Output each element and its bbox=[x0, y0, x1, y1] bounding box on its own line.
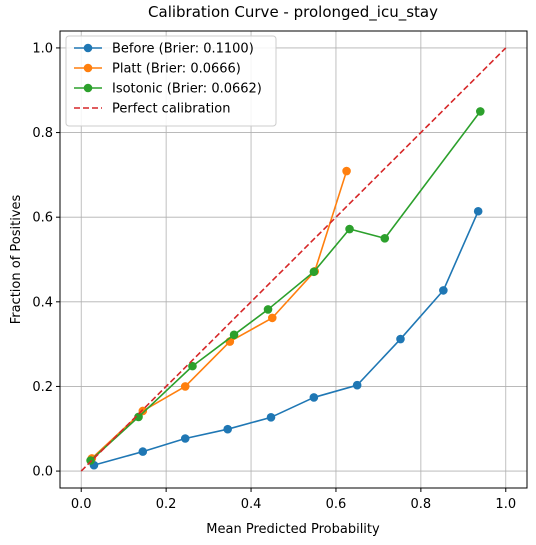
data-point-before bbox=[223, 424, 232, 434]
series-line-isotonic bbox=[90, 110, 481, 462]
y-tick-label: 1.0 bbox=[32, 41, 53, 56]
data-point-isotonic bbox=[188, 361, 197, 371]
y-axis-label: Fraction of Positives bbox=[9, 194, 24, 324]
data-point-isotonic bbox=[229, 330, 239, 340]
data-point-isotonic bbox=[134, 412, 143, 422]
data-point-before bbox=[138, 447, 148, 456]
data-point-before bbox=[473, 206, 483, 216]
data-point-before bbox=[439, 286, 448, 295]
x-tick-label: 0.0 bbox=[71, 497, 92, 512]
legend-box bbox=[65, 35, 277, 127]
tick-layer: 0.0 0.2 0.4 0.6 0.8 1.0 0.0 0.2 0.4 0.6 0.8 1.0 bbox=[32, 41, 516, 512]
x-tick-label: 1.0 bbox=[495, 497, 516, 512]
data-point-platt bbox=[267, 313, 277, 323]
data-point-isotonic bbox=[345, 224, 354, 234]
chart-title: Calibration Curve - prolonged_icu_stay bbox=[148, 3, 438, 22]
x-tick-label: 0.8 bbox=[411, 497, 432, 512]
legend-label-platt: Platt (Brier: 0.0666) bbox=[112, 62, 241, 77]
legend-marker-isotonic bbox=[83, 83, 93, 93]
data-point-before bbox=[396, 334, 405, 344]
plot-area bbox=[59, 30, 528, 489]
data-point-platt bbox=[180, 382, 190, 391]
series-layer bbox=[80, 47, 507, 472]
data-point-isotonic bbox=[263, 305, 273, 314]
y-tick-label: 0.6 bbox=[32, 211, 53, 226]
legend-label-perfect: Perfect calibration bbox=[112, 102, 230, 117]
legend-marker-platt bbox=[83, 63, 93, 73]
legend-label-before: Before (Brier: 0.1100) bbox=[112, 42, 254, 57]
x-tick-label: 0.2 bbox=[156, 497, 177, 512]
legend: Before (Brier: 0.1100) Platt (Brier: 0.06… bbox=[65, 35, 277, 127]
data-point-isotonic bbox=[86, 456, 95, 465]
data-point-isotonic bbox=[309, 267, 319, 277]
x-axis-label: Mean Predicted Probability bbox=[206, 522, 380, 537]
x-tick-label: 0.6 bbox=[326, 497, 347, 512]
series-line-before bbox=[93, 210, 479, 466]
legend-marker-before bbox=[83, 43, 93, 53]
data-point-platt bbox=[342, 166, 351, 176]
y-tick-label: 0.0 bbox=[32, 465, 53, 480]
y-tick-label: 0.8 bbox=[32, 126, 53, 141]
y-tick-label: 0.2 bbox=[32, 380, 53, 395]
data-point-platt bbox=[138, 406, 148, 416]
series-line-perfect bbox=[80, 47, 507, 472]
x-tick-label: 0.4 bbox=[241, 497, 262, 512]
data-point-before bbox=[309, 393, 319, 402]
series-line-platt bbox=[91, 170, 348, 459]
data-point-isotonic bbox=[380, 234, 390, 243]
data-point-before bbox=[352, 380, 362, 390]
data-point-before bbox=[266, 413, 276, 422]
y-tick-label: 0.4 bbox=[32, 295, 53, 310]
data-point-isotonic bbox=[476, 107, 485, 116]
legend-label-isotonic: Isotonic (Brier: 0.0662) bbox=[112, 82, 262, 97]
data-point-before bbox=[180, 434, 190, 443]
